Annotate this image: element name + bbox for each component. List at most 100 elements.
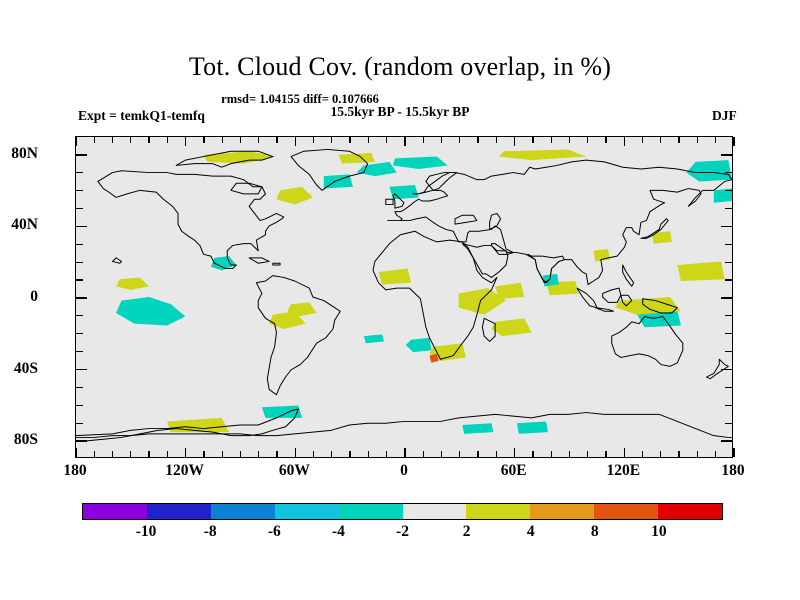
world-map (76, 148, 732, 442)
y-axis-tick (725, 315, 732, 317)
x-axis-label: 120E (606, 462, 641, 479)
coastline (454, 214, 478, 225)
colorbar-label: 2 (462, 523, 471, 540)
colorbar-label: -8 (203, 523, 217, 540)
x-axis-tick (459, 451, 461, 457)
anomaly-region (542, 273, 559, 287)
x-axis-tick (587, 451, 589, 457)
x-axis-tick (221, 451, 223, 457)
y-axis-tick (721, 368, 732, 371)
coastline (640, 218, 669, 239)
anomaly-region (378, 268, 412, 285)
y-axis-tick (76, 297, 87, 299)
colorbar-segment[interactable] (530, 504, 595, 519)
colorbar-segment[interactable] (594, 504, 659, 519)
anomaly-region (261, 405, 302, 418)
x-axis-tick (641, 137, 644, 143)
coastline (576, 287, 598, 309)
x-axis-tick (184, 137, 187, 146)
x-axis-tick (587, 137, 589, 143)
x-axis-tick (148, 451, 150, 457)
anomaly-region (637, 311, 681, 328)
x-axis-tick (166, 137, 168, 143)
x-axis-tick (75, 137, 77, 146)
x-axis-tick (111, 137, 114, 143)
coastline (385, 198, 394, 206)
colorbar-segment[interactable] (210, 504, 275, 519)
x-axis-tick (715, 451, 717, 457)
period-label: 15.5kyr BP - 15.5kyr BP (330, 104, 470, 119)
anomaly-region (116, 297, 186, 326)
x-axis-tick (532, 137, 534, 143)
coastline (76, 412, 732, 438)
coastline (111, 257, 123, 264)
coastline (290, 148, 369, 191)
x-axis-tick (513, 137, 516, 146)
x-axis-tick (550, 451, 552, 457)
coastline-layer (76, 148, 732, 442)
colorbar-segment[interactable] (338, 504, 403, 519)
colorbar-label: 8 (590, 523, 599, 540)
anomaly-region (458, 288, 507, 315)
x-axis-tick (130, 137, 132, 143)
colorbar-segment[interactable] (83, 504, 147, 519)
colorbar[interactable] (82, 503, 723, 520)
x-axis-tick (641, 451, 644, 457)
x-axis-tick (148, 137, 150, 143)
coastline (642, 298, 678, 314)
y-axis-tick (725, 207, 732, 210)
x-axis-tick (422, 137, 424, 143)
anomaly-region (615, 297, 681, 315)
x-axis-tick (203, 137, 205, 143)
x-axis-tick (367, 137, 370, 143)
y-axis-tick (725, 172, 732, 174)
y-axis-tick (725, 404, 732, 406)
x-axis-label: 0 (400, 462, 408, 479)
y-axis-tick (76, 261, 83, 263)
coastline (272, 262, 281, 266)
x-axis-tick (166, 451, 168, 457)
map-plot-area[interactable] (75, 136, 735, 458)
colorbar-segment[interactable] (658, 504, 723, 519)
coastline (97, 170, 285, 270)
x-axis-tick (513, 448, 516, 457)
coastline (76, 408, 299, 442)
colorbar-label: -4 (331, 523, 345, 540)
x-axis-tick (660, 137, 662, 143)
y-axis-tick (721, 225, 732, 228)
anomaly-region (210, 256, 237, 271)
x-axis-tick (678, 137, 680, 143)
statistics-line: rmsd= 1.04155 diff= 0.107666 (221, 92, 379, 106)
x-axis-tick (660, 451, 662, 457)
x-axis-tick (331, 451, 333, 457)
coastline (594, 307, 615, 312)
y-axis-label: 40N (11, 216, 38, 234)
coastline (387, 159, 732, 286)
x-axis-tick (568, 451, 571, 457)
y-axis-tick (76, 333, 83, 335)
x-axis-tick (75, 448, 77, 457)
page-title: Tot. Cloud Cov. (random overlap, in %) (188, 52, 612, 81)
coastline (412, 172, 458, 195)
anomaly-region (167, 417, 230, 433)
colorbar-segment[interactable] (402, 504, 467, 519)
colorbar-segment[interactable] (274, 504, 339, 519)
y-axis-tick (76, 315, 83, 317)
season-label: DJF (712, 108, 737, 123)
colorbar-segment[interactable] (466, 504, 531, 519)
x-axis-tick (733, 137, 735, 146)
coastline (248, 257, 270, 264)
anomaly-region (713, 188, 732, 203)
anomaly-region (338, 153, 375, 164)
y-axis-tick (76, 207, 83, 210)
x-axis-tick (386, 451, 388, 457)
anomaly-region (269, 311, 306, 329)
x-axis-tick (623, 448, 626, 457)
y-axis-tick (76, 386, 83, 389)
x-axis-tick (696, 137, 699, 143)
coastline (705, 358, 729, 380)
anomaly-region (203, 151, 277, 164)
y-axis-tick (76, 172, 83, 174)
colorbar-segment[interactable] (146, 504, 211, 519)
